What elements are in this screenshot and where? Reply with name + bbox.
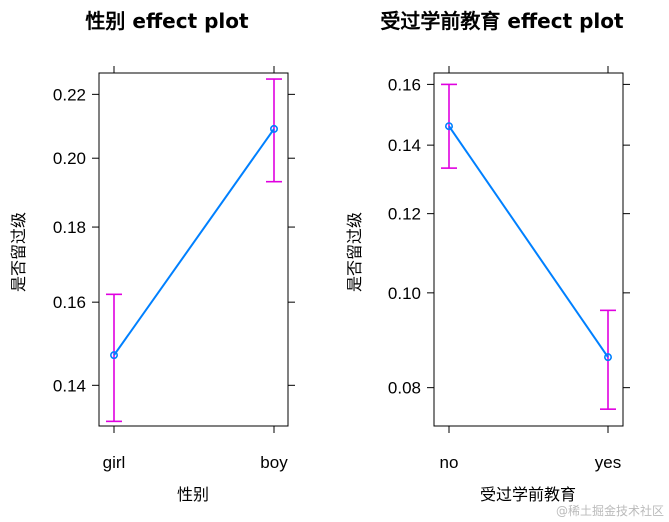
panel-gender: 性别 effect plot 0.14 0.16 0.18 0.20 0.22 girl b… xyxy=(9,9,295,504)
fit-line xyxy=(448,125,609,358)
y-tick-label: 0.14 xyxy=(53,376,86,395)
panel-gender-ylabel: 是否留过级 xyxy=(9,212,28,292)
data-point-no xyxy=(444,122,453,131)
y-tick-label: 0.10 xyxy=(388,284,421,303)
panel-preschool-ylabel: 是否留过级 xyxy=(345,212,364,292)
y-tick-label: 0.14 xyxy=(388,136,421,155)
data-point-yes xyxy=(603,353,612,362)
x-tick-label-girl: girl xyxy=(103,453,126,472)
y-tick-label: 0.22 xyxy=(53,85,86,104)
panel-preschool-plot-frame xyxy=(433,72,624,427)
panel-gender-title: 性别 effect plot xyxy=(85,9,249,33)
panel-preschool-marks xyxy=(441,83,616,410)
data-point-boy xyxy=(269,124,278,133)
panel-preschool-title: 受过学前教育 effect plot xyxy=(380,9,624,33)
panel-gender-xlabel: 性别 xyxy=(177,485,209,504)
fit-line xyxy=(113,128,275,356)
panel-gender-plot-frame xyxy=(98,72,289,427)
panel-gender-ticks: 0.14 0.16 0.18 0.20 0.22 girl boy xyxy=(53,66,295,472)
watermark: @稀土掘金技术社区 xyxy=(556,503,664,518)
panel-gender-marks xyxy=(106,78,282,423)
panel-preschool-ticks: 0.08 0.10 0.12 0.14 0.16 no yes xyxy=(388,66,630,472)
panel-preschool: 受过学前教育 effect plot 0.08 0.10 0.12 0.14 0.16 n… xyxy=(345,9,630,504)
x-tick-label-yes: yes xyxy=(595,453,621,472)
x-tick-label-boy: boy xyxy=(260,453,288,472)
data-point-girl xyxy=(110,351,119,360)
y-tick-label: 0.16 xyxy=(53,293,86,312)
panel-preschool-xlabel: 受过学前教育 xyxy=(480,485,576,504)
y-tick-label: 0.16 xyxy=(388,75,421,94)
y-tick-label: 0.20 xyxy=(53,149,86,168)
x-tick-label-no: no xyxy=(440,453,459,472)
y-tick-label: 0.08 xyxy=(388,379,421,398)
y-tick-label: 0.18 xyxy=(53,218,86,237)
y-tick-label: 0.12 xyxy=(388,205,421,224)
